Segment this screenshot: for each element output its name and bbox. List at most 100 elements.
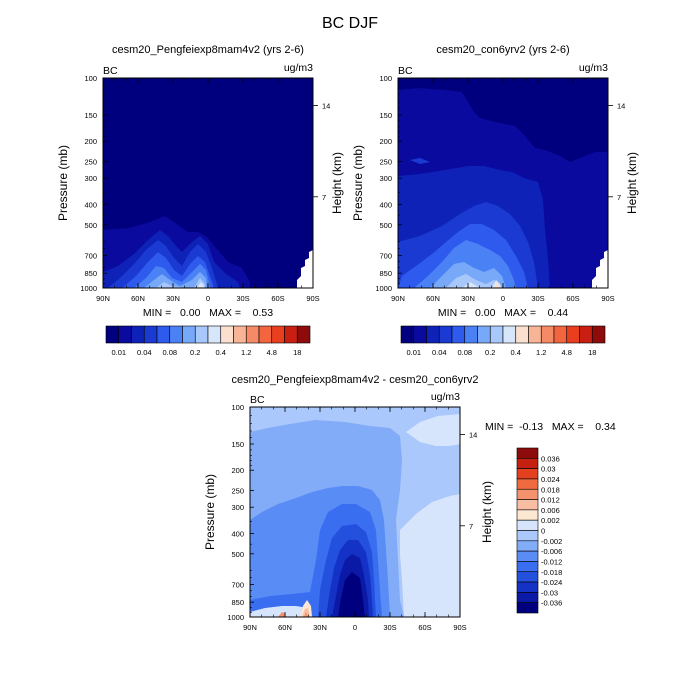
colorbar-label: -0.036 [541,599,562,608]
level-band [156,278,205,288]
y-tick-label: 200 [231,466,244,475]
x-tick-label: 60N [426,294,440,303]
colorbar-box [258,325,273,344]
x-tick-label: 90S [601,294,614,303]
x-tick-label: 90N [243,623,257,632]
x-tick-label: 90S [453,623,466,632]
figure-title: BC DJF [322,15,378,32]
colorbar-box [207,325,222,344]
colorbar-box [516,592,539,603]
colorbar-box [516,509,539,521]
colorbar-label: 0.4 [511,348,521,357]
level-band [406,414,460,446]
y-tick-label: 700 [231,580,244,589]
colorbar-box [271,325,285,344]
colorbar-box [502,325,517,344]
x-tick-label: 0 [206,294,210,303]
colorbar-box [464,325,478,344]
y-tick-label: 300 [379,174,392,183]
colorbar-label: 0 [541,527,545,536]
colorbar-label: 0.006 [541,506,560,515]
y-tick-label: 850 [231,598,244,607]
colorbar-box [516,447,539,459]
contour-field [250,407,460,617]
colorbar-box [516,550,539,562]
colorbar-box [118,325,132,344]
colorbar-box [528,325,542,344]
colorbar-box [566,325,580,344]
colorbar-label: 0.03 [541,465,556,474]
panel-title: cesm20_con6yrv2 (yrs 2-6) [436,44,569,56]
y-tick-label: 400 [84,200,97,209]
colorbar-box [591,325,606,344]
colorbar-label: 0.08 [162,348,177,357]
colorbar-label: 0.002 [541,516,560,525]
axes: 100 150 200 250 300 400 500 700 850 1000 14 7 90N 60N… [227,403,477,632]
y-tick-label: 1000 [227,613,244,622]
colorbar-label: 18 [588,348,596,357]
y-tick-label: 1000 [375,284,392,293]
panel-pengfei: cesm20_Pengfeiexp8mam4v2 (yrs 2-6) BC ug… [56,44,344,357]
colorbar-label: 0.024 [541,475,560,484]
x-tick-label: 30S [383,623,396,632]
colorbar-box [516,540,539,552]
axes: 100 150 200 250 300 400 500 700 850 1000 14 7 90N 60N… [80,74,330,303]
level-band [462,280,501,288]
colorbar-box [194,325,209,344]
colorbar-box [516,602,539,614]
panel-difference: cesm20_Pengfeiexp8mam4v2 - cesm20_con6yr… [203,374,616,632]
panel-left-label: BC [398,65,413,77]
level-band [400,494,460,617]
y-tick-label: 250 [84,158,97,167]
y-tick-label: 400 [231,529,244,538]
colorbar-box [516,561,539,573]
level-band [278,612,286,617]
y-tick-label: 850 [379,269,392,278]
panel-unit-label: ug/m3 [579,62,608,74]
stats-label: MIN = 0.00 MAX = 0.53 [143,307,273,319]
contour-field [103,78,313,288]
panel-left-label: BC [103,65,118,77]
y-tick-label: 500 [379,221,392,230]
y-right-tick-label: 7 [469,522,473,531]
y-axis-right-label: Height (km) [480,481,494,543]
colorbar-box [516,581,539,593]
level-band [144,272,207,288]
panel-unit-label: ug/m3 [431,391,460,403]
colorbar-box [245,325,260,344]
y-axis-right-label: Height (km) [625,152,639,214]
y-tick-label: 250 [379,158,392,167]
level-band [446,274,502,288]
colorbar-box [131,325,145,344]
colorbar-label: 0.04 [432,348,447,357]
level-band [304,612,308,617]
x-tick-label: 90N [391,294,405,303]
level-band [338,572,365,617]
level-band [494,282,499,288]
panel-left-label: BC [250,394,265,406]
colorbar-label: -0.03 [541,588,558,597]
colorbar-label: 18 [293,348,301,357]
colorbar-box [540,325,555,344]
y-right-tick-label: 14 [322,102,330,111]
panel-title: cesm20_Pengfeiexp8mam4v2 (yrs 2-6) [112,44,304,56]
y-tick-label: 150 [84,111,97,120]
colorbar-box [489,325,504,344]
x-tick-label: 60N [278,623,292,632]
y-tick-label: 1000 [80,284,97,293]
y-right-tick-label: 7 [617,193,621,202]
y-right-tick-label: 7 [322,193,326,202]
x-tick-label: 30S [236,294,249,303]
colorbar-box [169,325,183,344]
colorbar-box [156,325,171,344]
colorbar-label: 0.2 [485,348,495,357]
colorbar-label: -0.006 [541,547,562,556]
colorbar: 0.0360.030.0240.0180.0120.0060.0020-0.00… [516,447,562,614]
colorbar-label: 0.036 [541,454,560,463]
x-tick-label: 30N [313,623,327,632]
stats-label: MIN = 0.00 MAX = 0.44 [438,307,568,319]
y-axis-right-label: Height (km) [330,152,344,214]
level-band [250,606,312,617]
x-tick-label: 60S [271,294,284,303]
